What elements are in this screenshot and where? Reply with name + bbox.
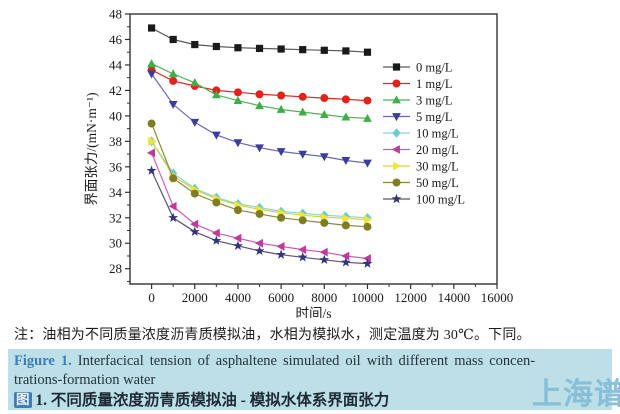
legend-entry-100-mg-L: 100 mg/L (383, 192, 465, 206)
figure-marker-icon: 图 (14, 392, 32, 408)
legend-entry-20-mg-L: 20 mg/L (383, 143, 459, 157)
svg-text:50 mg/L: 50 mg/L (416, 176, 459, 190)
svg-text:42: 42 (109, 83, 122, 98)
svg-text:8000: 8000 (311, 290, 337, 305)
svg-text:1 mg/L: 1 mg/L (416, 77, 452, 91)
svg-text:6000: 6000 (268, 290, 294, 305)
svg-text:12000: 12000 (394, 290, 427, 305)
series-3-mg-L (147, 59, 372, 122)
legend-entry-10-mg-L: 10 mg/L (383, 126, 459, 140)
caption-en-label: Figure 1. (14, 353, 72, 369)
svg-text:28: 28 (109, 261, 122, 276)
svg-text:20 mg/L: 20 mg/L (416, 143, 459, 157)
chart-note: 注：油相为不同质量浓度沥青质模拟油，水相为模拟水，测定温度为 30℃。下同。 (14, 328, 531, 343)
legend-entry-50-mg-L: 50 mg/L (383, 176, 459, 190)
x-axis-title: 时间/s (295, 306, 331, 318)
svg-text:10000: 10000 (351, 290, 384, 305)
series-100-mg-L (146, 165, 373, 268)
svg-text:34: 34 (109, 185, 123, 200)
chart-area: 0 2000 4000 6000 8000 10000 12000 14000 16000 28 3… (84, 7, 513, 319)
svg-text:4000: 4000 (225, 290, 251, 305)
svg-text:38: 38 (109, 134, 122, 149)
svg-text:30 mg/L: 30 mg/L (416, 159, 459, 173)
legend: 0 mg/L 1 mg/L 3 mg/L 5 mg/L 10 mg/L 20 mg/L 30… (383, 60, 465, 206)
legend-entry-30-mg-L: 30 mg/L (383, 159, 459, 173)
svg-text:5 mg/L: 5 mg/L (416, 110, 452, 124)
svg-text:10 mg/L: 10 mg/L (416, 126, 459, 140)
series-20-mg-L (146, 148, 371, 263)
y-axis-title: 界面张力/(mN·m⁻¹) (84, 92, 99, 205)
series-5-mg-L (147, 70, 372, 168)
axis-tick-labels: 0 2000 4000 6000 8000 10000 12000 14000 16000 28 3… (109, 7, 513, 306)
svg-text:44: 44 (109, 57, 123, 72)
svg-text:0: 0 (148, 290, 155, 305)
legend-entry-5-mg-L: 5 mg/L (383, 110, 452, 124)
legend-entry-0-mg-L: 0 mg/L (383, 60, 452, 74)
svg-text:46: 46 (109, 32, 123, 47)
svg-text:0 mg/L: 0 mg/L (416, 60, 452, 74)
svg-text:30: 30 (109, 236, 122, 251)
series-50-mg-L (147, 119, 372, 231)
svg-text:3 mg/L: 3 mg/L (416, 93, 452, 107)
caption-en-line2: trations-formation water (14, 372, 156, 388)
caption-cn-text: 1. 不同质量浓度沥青质模拟油 - 模拟水体系界面张力 (31, 392, 390, 409)
caption-en-line1: Figure 1. Interfacical tension of asphal… (14, 352, 606, 371)
axis-ticks (125, 13, 498, 289)
svg-text:2000: 2000 (182, 290, 208, 305)
svg-text:14000: 14000 (438, 290, 471, 305)
tension-line-chart: 0 2000 4000 6000 8000 10000 12000 14000 16000 28 3… (84, 7, 513, 319)
svg-text:36: 36 (109, 159, 123, 174)
svg-text:32: 32 (109, 210, 122, 225)
series-0-mg-L (147, 24, 372, 56)
legend-entry-3-mg-L: 3 mg/L (383, 93, 452, 107)
svg-text:48: 48 (109, 7, 122, 22)
plot-frame (129, 13, 498, 285)
caption-en-text: Interfacical tension of asphaltene simul… (71, 353, 536, 369)
svg-text:100 mg/L: 100 mg/L (416, 192, 465, 206)
svg-text:16000: 16000 (481, 290, 514, 305)
watermark: 上海谱 (532, 378, 620, 411)
svg-text:40: 40 (109, 108, 122, 123)
caption-cn-line: 图 1. 不同质量浓度沥青质模拟油 - 模拟水体系界面张力 (14, 391, 606, 410)
figure-caption: Figure 1. Interfacical tension of asphal… (8, 349, 612, 410)
series-1-mg-L (147, 66, 372, 105)
legend-entry-1-mg-L: 1 mg/L (383, 77, 452, 91)
